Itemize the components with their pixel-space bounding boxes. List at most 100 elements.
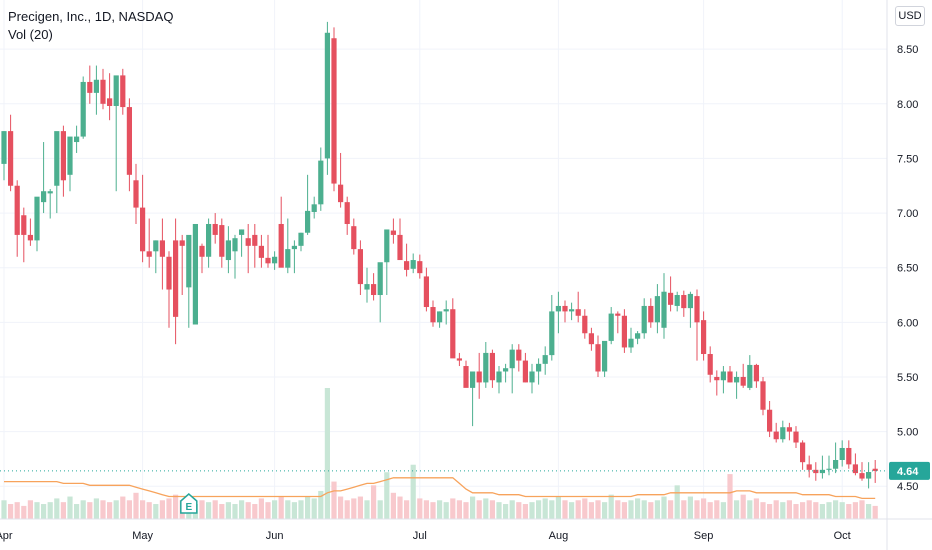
candle [199, 243, 205, 274]
volume-bar [239, 500, 245, 519]
volume-bar [120, 496, 126, 519]
volume-bar [225, 502, 231, 519]
candle [476, 352, 482, 399]
volume-bar [872, 505, 878, 519]
candle [760, 376, 766, 416]
candle-body [542, 355, 548, 364]
candle-body [291, 245, 297, 250]
volume-bar [503, 504, 509, 519]
candle-body [806, 464, 812, 470]
volume-bar [819, 504, 825, 519]
candle-body [384, 229, 390, 263]
candle-body [720, 371, 726, 381]
candle [404, 243, 410, 277]
earnings-event-marker[interactable]: E [180, 493, 198, 514]
candle-body [747, 364, 753, 388]
candle [232, 234, 238, 279]
volume-bar [437, 500, 443, 519]
volume-bar [390, 492, 396, 519]
volume-bar [786, 500, 792, 519]
candle [47, 189, 53, 219]
volume-bar [707, 502, 713, 519]
volume-bar [351, 498, 357, 519]
volume-bar [760, 502, 766, 519]
candle [133, 163, 139, 224]
event-marker-shape [180, 493, 198, 514]
volume-bar [800, 502, 806, 519]
candle [641, 298, 647, 339]
candle [166, 251, 172, 328]
candle [54, 131, 60, 214]
candle-body [456, 358, 462, 361]
candle [628, 327, 634, 353]
candle-body [773, 431, 779, 440]
volume-bar [126, 500, 132, 519]
candle-body [377, 262, 383, 296]
candle [456, 352, 462, 367]
candle-body [450, 309, 456, 359]
candle-body [588, 333, 594, 345]
candle-body [668, 292, 674, 305]
candle-body [74, 136, 80, 143]
volume-bar [41, 504, 47, 519]
candle-body [489, 352, 495, 381]
candle [351, 218, 357, 255]
candle-body [357, 249, 363, 285]
volume-bar [430, 502, 436, 519]
volume-bar [47, 502, 53, 519]
candle [146, 218, 152, 268]
candle [252, 223, 258, 268]
candle [872, 459, 878, 483]
candle [681, 290, 687, 317]
candle [186, 234, 192, 328]
candle-body [509, 349, 515, 369]
candle-body [767, 409, 773, 432]
candle-body [522, 360, 528, 383]
candle-body [694, 296, 700, 323]
candle [826, 455, 832, 476]
volume-bar [866, 504, 872, 519]
candle [344, 196, 350, 235]
volume-bar [549, 500, 555, 519]
candle-body [852, 464, 858, 474]
candle-body [483, 352, 489, 383]
candle [179, 234, 185, 296]
volume-bar [740, 494, 746, 519]
candle [100, 68, 106, 110]
volume-bar [364, 500, 370, 519]
candle [21, 207, 27, 263]
candle-body [714, 376, 720, 381]
candle [503, 363, 509, 383]
volume-bar [608, 494, 614, 519]
candle-body [846, 447, 852, 465]
volume-bar [27, 500, 33, 519]
currency-button[interactable]: USD [895, 6, 925, 26]
candle [529, 363, 535, 394]
volume-bar [404, 500, 410, 519]
candle [767, 400, 773, 438]
candle-body [311, 204, 317, 212]
candle [793, 426, 799, 448]
candle [357, 240, 363, 296]
volume-bar [780, 502, 786, 519]
candle [120, 68, 126, 115]
candle [239, 229, 245, 257]
candle [786, 422, 792, 441]
candle-body [166, 256, 172, 290]
volume-bar [443, 502, 449, 519]
candle-body [687, 293, 693, 309]
candle [27, 218, 33, 246]
candle-body [516, 349, 522, 361]
candle [536, 358, 542, 385]
volume-bar [602, 502, 608, 519]
candle [364, 267, 370, 303]
price-tick-label: 4.50 [897, 481, 918, 493]
candle-body [470, 371, 476, 388]
candle-body [140, 207, 146, 252]
volume-bar [384, 472, 390, 519]
candle [318, 147, 324, 211]
volume-bar [496, 502, 502, 519]
candle-body [707, 354, 713, 375]
candle [80, 76, 86, 139]
